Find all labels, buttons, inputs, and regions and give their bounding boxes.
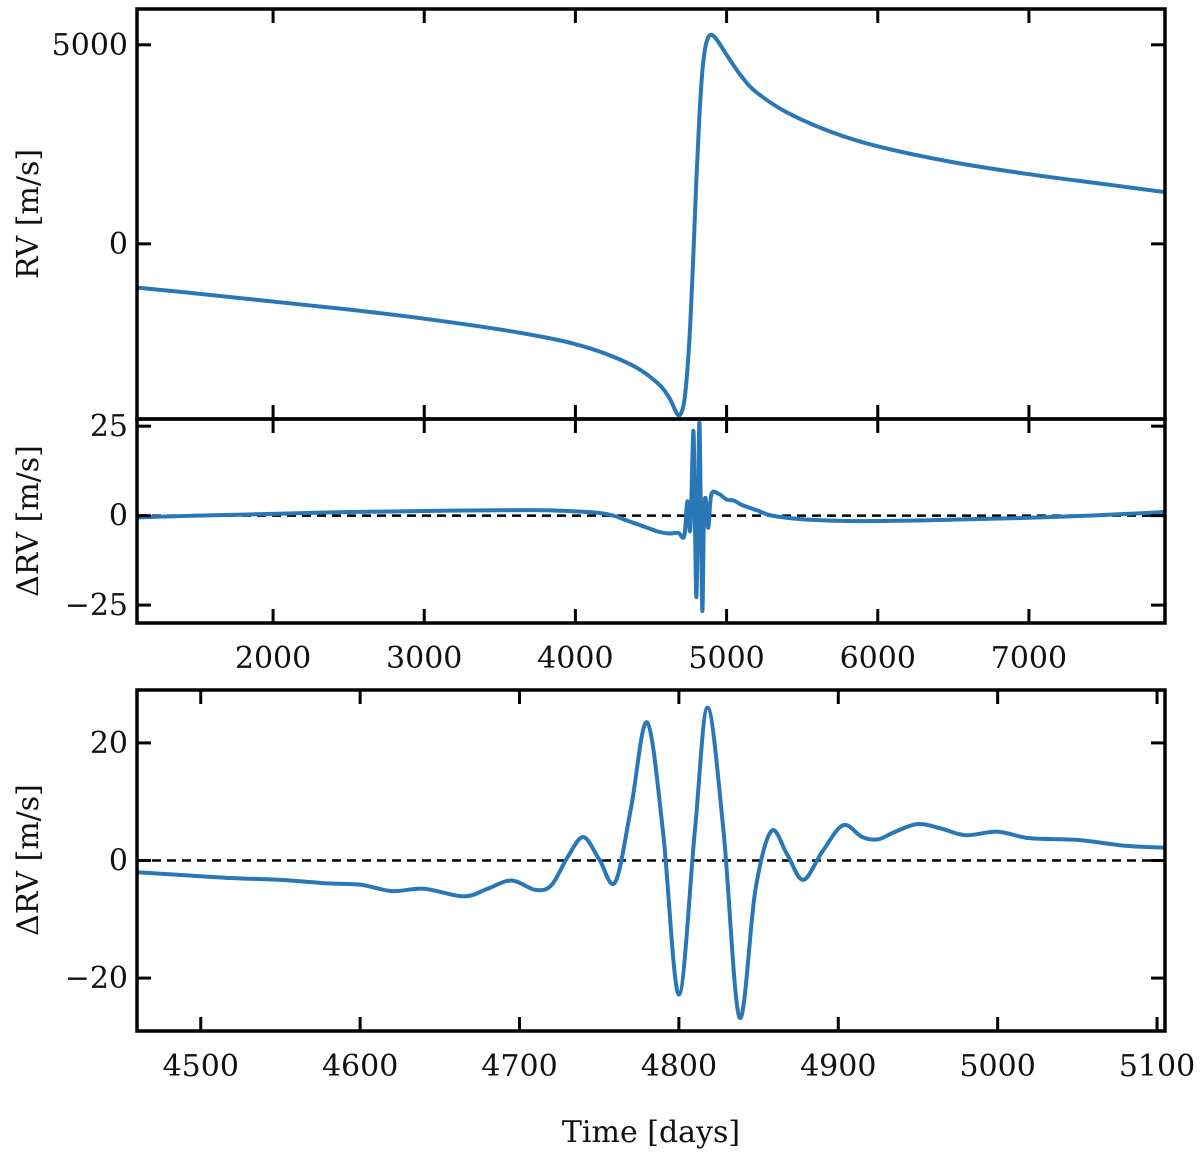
residual-y-tick-label: 25 (90, 409, 128, 444)
rv-y-tick-label: 5000 (52, 28, 128, 63)
rv-panel: 0 5000 RV [m/s] (11, 7, 1167, 421)
residual-panel: 2000 3000 4000 5000 6000 7000 −25 0 25 ΔRV [m/s] (11, 409, 1167, 676)
residual-x-tick-label: 5000 (688, 641, 764, 676)
rv-panel-frame (135, 7, 1167, 421)
zoom-series-line (137, 705, 1165, 1020)
zoom-x-tick-label: 4700 (481, 1049, 557, 1084)
residual-y-axis-label: ΔRV [m/s] (11, 445, 46, 597)
zoom-y-tick-label: 20 (90, 726, 128, 761)
zoom-x-tick-label: 5000 (959, 1049, 1035, 1084)
zoom-x-tick-label: 5100 (1119, 1049, 1195, 1084)
rv-series-line (137, 32, 1165, 418)
rv-y-axis-label: RV [m/s] (11, 149, 46, 279)
residual-x-tick-label: 6000 (840, 641, 916, 676)
residual-panel-frame (135, 417, 1167, 625)
zoom-x-tick-label: 4600 (322, 1049, 398, 1084)
zoom-y-tick-label: −20 (65, 961, 128, 996)
residual-x-tick-label: 4000 (537, 641, 613, 676)
zoom-x-tick-label: 4900 (800, 1049, 876, 1084)
zoom-y-axis-label: ΔRV [m/s] (11, 784, 46, 936)
residual-x-tick-label: 2000 (235, 641, 311, 676)
x-axis-label: Time [days] (562, 1115, 740, 1150)
zoom-panel-frame (135, 688, 1167, 1033)
zoom-x-tick-label: 4800 (641, 1049, 717, 1084)
residual-x-tick-label: 7000 (991, 641, 1067, 676)
zoom-x-tick-label: 4500 (163, 1049, 239, 1084)
rv-y-tick-label: 0 (109, 227, 128, 262)
residual-series-line (137, 420, 1165, 614)
zoom-y-tick-label: 0 (109, 844, 128, 879)
residual-y-tick-label: 0 (109, 499, 128, 534)
residual-x-tick-label: 3000 (386, 641, 462, 676)
zoom-residual-panel: 4500 4600 4700 4800 4900 5000 5100 −20 0 20 ΔRV [… (11, 688, 1195, 1150)
residual-y-tick-label: −25 (65, 588, 128, 623)
